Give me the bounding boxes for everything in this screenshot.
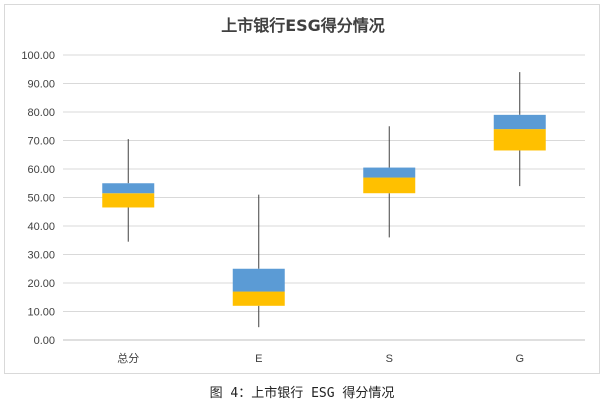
lower-box-segment — [232, 291, 285, 306]
y-tick-label: 30.00 — [27, 250, 55, 262]
chart-frame: 上市银行ESG得分情况 0.00 10.00 20.00 30.00 40.00 50.0… — [4, 4, 600, 374]
upper-box-segment — [232, 268, 285, 292]
y-tick-label: 50.00 — [27, 193, 55, 205]
y-tick-label: 60.00 — [27, 164, 55, 176]
y-tick-label: 70.00 — [27, 136, 55, 148]
upper-box-segment — [493, 114, 546, 130]
lower-box-segment — [363, 177, 416, 194]
x-category-label: E — [255, 353, 262, 365]
upper-box-segment — [102, 183, 155, 194]
y-tick-label: 0.00 — [34, 335, 55, 347]
y-tick-label: 10.00 — [27, 307, 55, 319]
x-category-label: 总分 — [117, 351, 139, 365]
y-tick-label: 100.00 — [21, 50, 55, 62]
y-tick-label: 90.00 — [27, 79, 55, 91]
y-tick-label: 20.00 — [27, 278, 55, 290]
lower-box-segment — [102, 193, 155, 208]
chart-title: 上市银行ESG得分情况 — [221, 16, 385, 35]
box-plot-chart: 上市银行ESG得分情况 0.00 10.00 20.00 30.00 40.00 50.0… — [21, 16, 585, 365]
lower-box-segment — [493, 129, 546, 151]
x-category-label: G — [515, 353, 524, 365]
x-category-label: S — [386, 353, 393, 365]
y-tick-label: 80.00 — [27, 107, 55, 119]
figure-caption: 图 4：上市银行 ESG 得分情况 — [209, 386, 395, 401]
upper-box-segment — [363, 167, 416, 178]
y-tick-label: 40.00 — [27, 221, 55, 233]
